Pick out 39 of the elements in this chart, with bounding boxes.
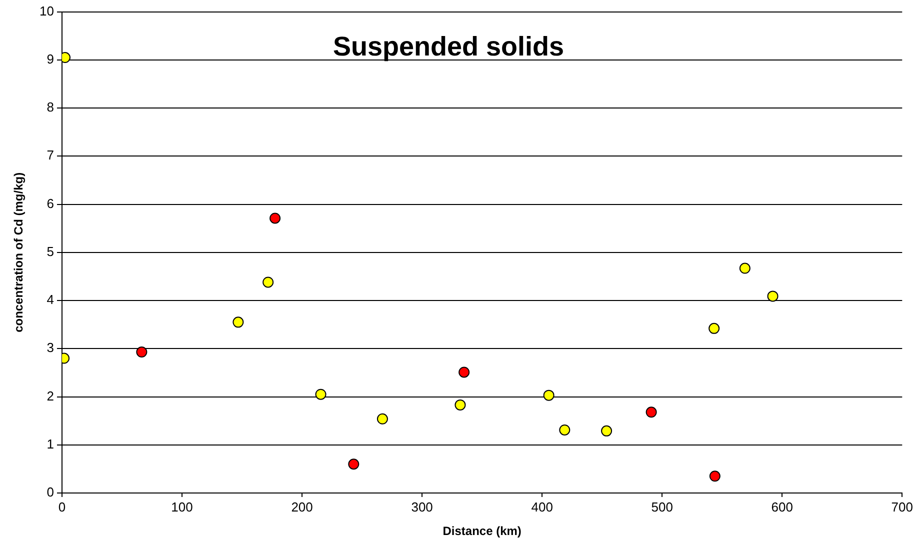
x-tick-label: 700 — [891, 499, 914, 514]
x-tick-label: 100 — [171, 499, 193, 514]
point — [270, 212, 281, 224]
x-tick-label: 300 — [411, 499, 433, 514]
y-tick-label: 9 — [46, 52, 54, 66]
point — [262, 276, 274, 288]
x-tick-label: 200 — [291, 499, 313, 514]
y-tick-label: 2 — [46, 388, 54, 404]
point — [232, 316, 244, 328]
point — [601, 425, 612, 436]
text: Suspended solids — [332, 31, 564, 62]
x-tick-label: 600 — [771, 499, 793, 514]
point — [348, 458, 360, 470]
y-tick-label: 0 — [46, 484, 54, 500]
point — [458, 366, 470, 378]
x-tick-label: 400 — [531, 499, 553, 514]
y-tick-label: 6 — [46, 196, 54, 211]
point — [315, 388, 326, 400]
point — [559, 424, 570, 436]
point — [739, 262, 750, 274]
y-tick-label: 1 — [46, 436, 54, 452]
point — [709, 470, 720, 482]
y-tick-label: 4 — [46, 292, 54, 308]
point — [767, 290, 778, 302]
y-tick-label: 10 — [40, 3, 54, 18]
point — [454, 399, 466, 410]
point — [646, 406, 657, 418]
y-tick-label: 8 — [46, 100, 54, 115]
y-tick-label: 3 — [46, 340, 54, 356]
x-tick-label: 500 — [651, 499, 673, 514]
point — [543, 390, 554, 401]
y-tick-label: 5 — [46, 244, 54, 259]
y-tick-label: 7 — [46, 148, 54, 163]
x-axis-title: Distance (km) — [442, 524, 522, 538]
point — [136, 346, 148, 358]
point — [708, 322, 720, 334]
point — [376, 413, 388, 424]
x-tick-label: 0 — [58, 499, 66, 514]
y-axis-title: concentration of Cd (mg/kg) — [12, 172, 26, 332]
